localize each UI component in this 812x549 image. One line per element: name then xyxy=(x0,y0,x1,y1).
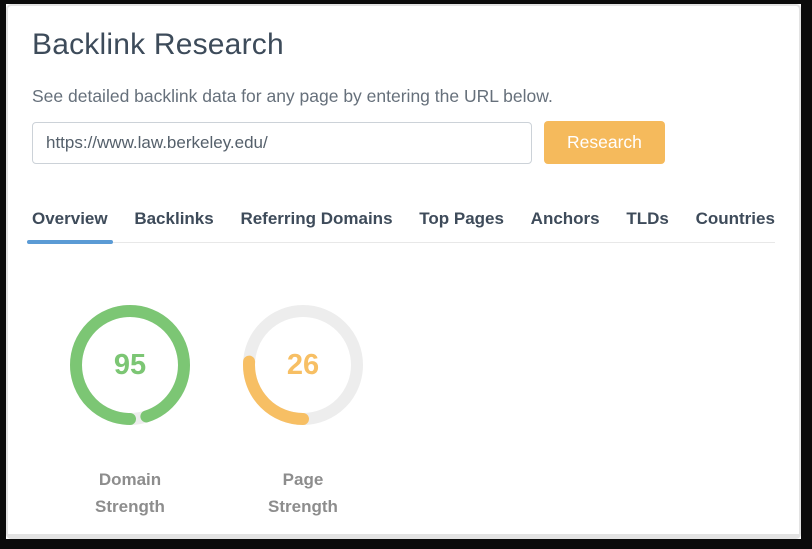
research-button[interactable]: Research xyxy=(544,121,665,164)
url-input[interactable] xyxy=(32,121,532,164)
tab-anchors[interactable]: Anchors xyxy=(530,209,600,228)
domain-strength-gauge: 95 xyxy=(65,300,195,430)
tab-countries[interactable]: Countries xyxy=(695,209,775,228)
tab-top-pages[interactable]: Top Pages xyxy=(419,209,504,228)
page-strength-label: Page Strength xyxy=(268,470,338,516)
tab-bar: Overview Backlinks Referring Domains Top… xyxy=(27,209,775,244)
page-strength-column: 26 Page Strength xyxy=(238,300,368,520)
search-row: Research xyxy=(32,121,775,164)
tab-referring-domains[interactable]: Referring Domains xyxy=(240,209,393,228)
donut-ring-icon xyxy=(243,305,363,425)
tab-overview[interactable]: Overview xyxy=(27,209,113,244)
page-strength-value: 26 xyxy=(286,348,320,381)
page-strength-gauge: 26 xyxy=(238,300,368,430)
tab-tlds[interactable]: TLDs xyxy=(626,209,669,228)
page-title: Backlink Research xyxy=(32,28,284,61)
domain-strength-label: Domain Strength xyxy=(95,470,165,516)
domain-strength-value: 95 xyxy=(113,348,147,381)
tab-backlinks[interactable]: Backlinks xyxy=(134,209,214,228)
gauges-row: 95 Domain Strength 26 Page Strength xyxy=(32,300,775,520)
domain-strength-column: 95 Domain Strength xyxy=(65,300,195,520)
donut-ring-icon xyxy=(70,305,190,425)
backlink-research-panel: Backlink Research See detailed backlink … xyxy=(6,4,801,539)
page-subtitle: See detailed backlink data for any page … xyxy=(32,86,553,106)
